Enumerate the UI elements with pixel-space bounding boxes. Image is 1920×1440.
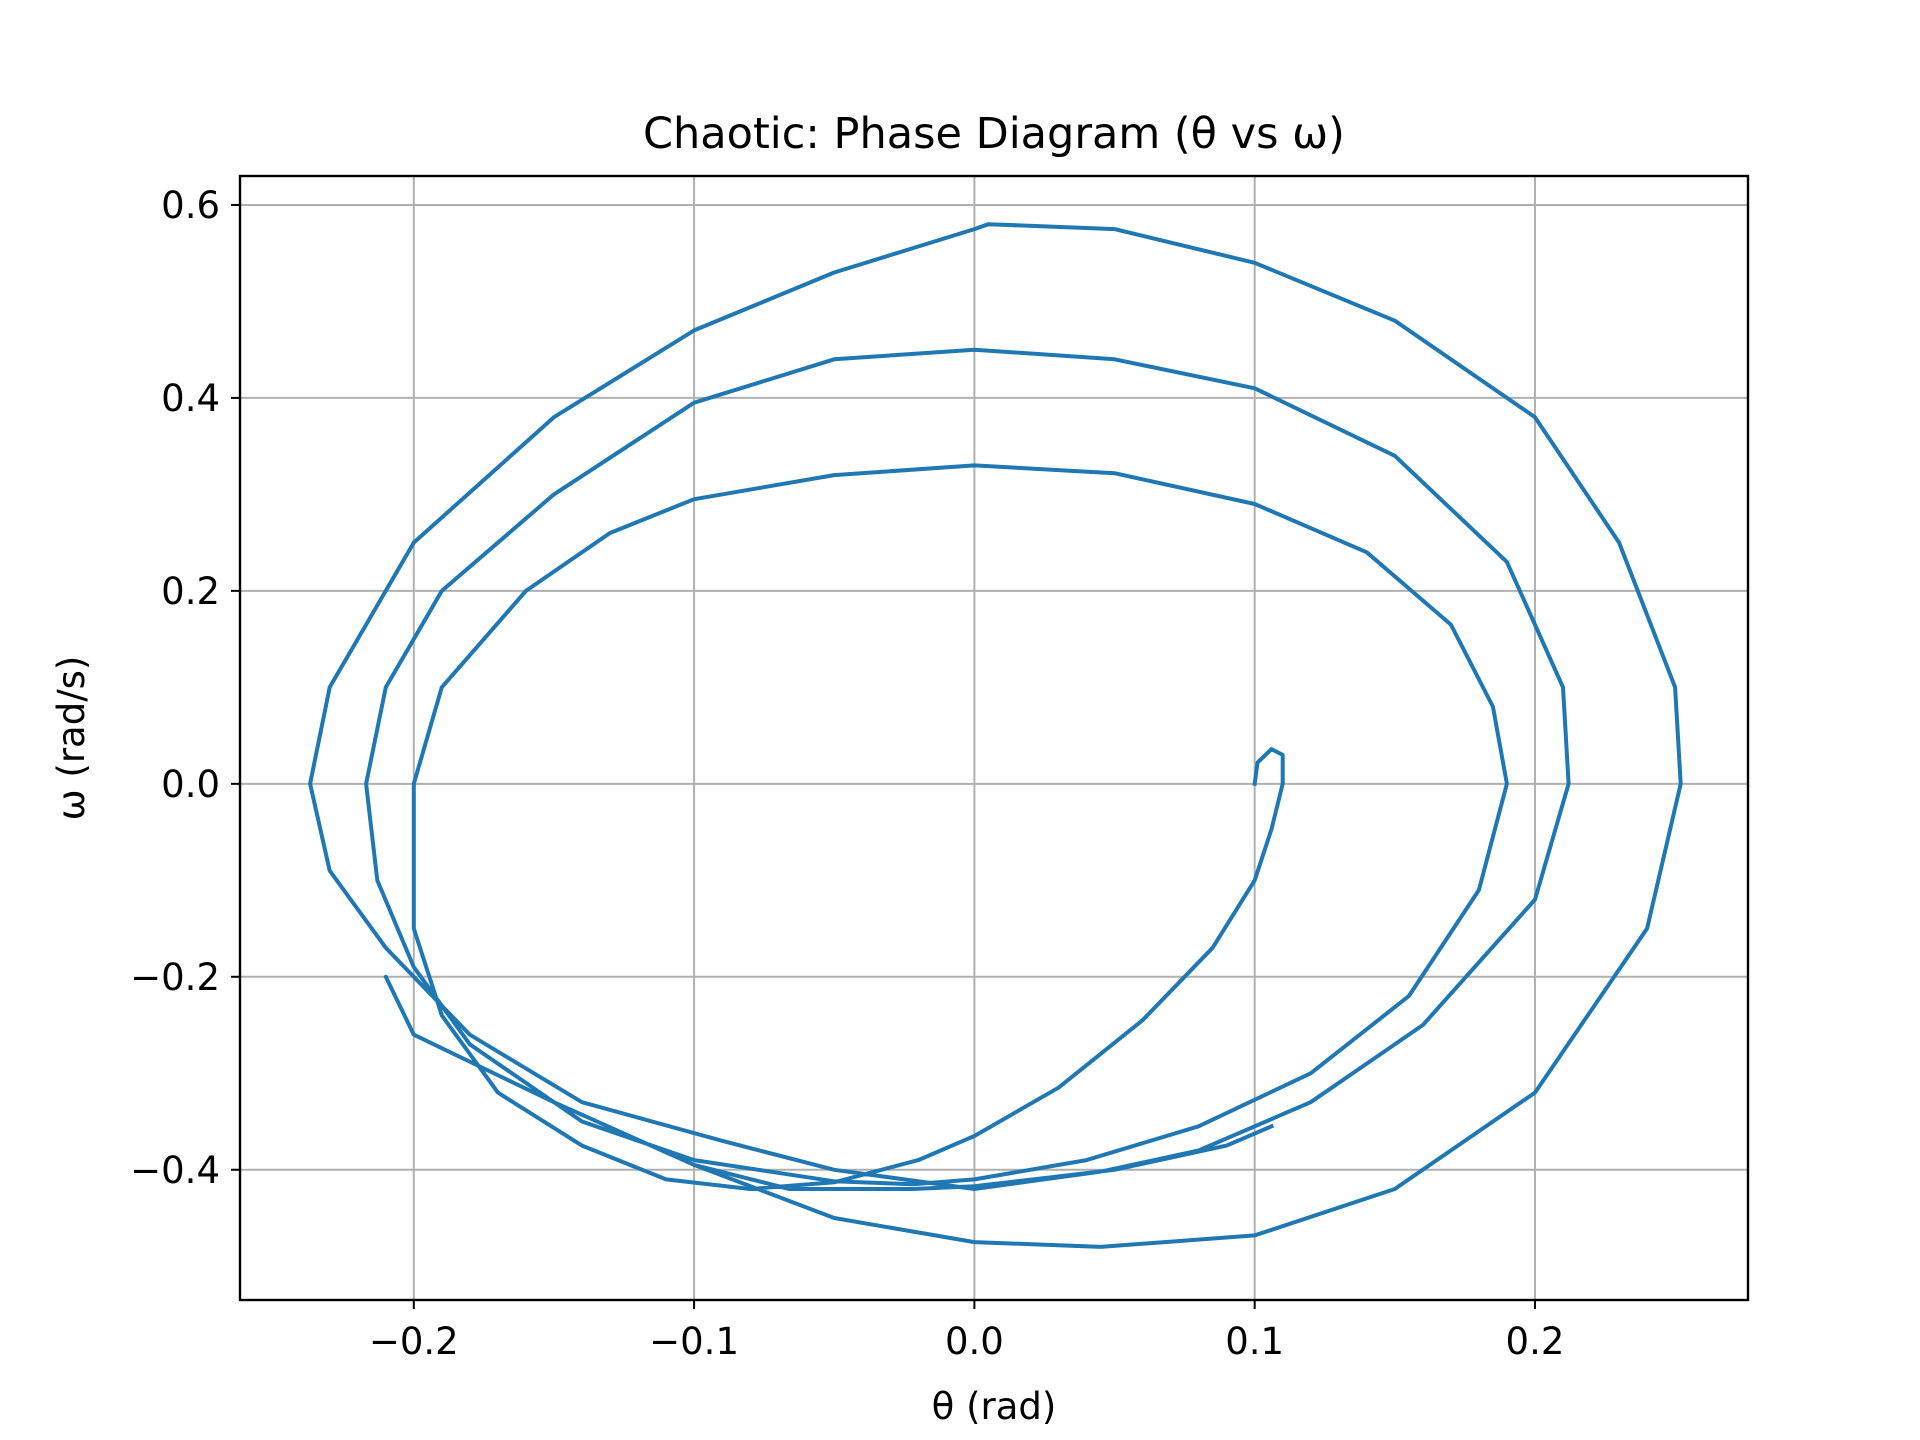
y-tick-label: 0.2 (161, 570, 220, 613)
x-axis-label: θ (rad) (932, 1385, 1057, 1428)
x-tick-label: 0.1 (1225, 1320, 1284, 1363)
y-tick-label: −0.2 (130, 956, 220, 999)
y-ticks: −0.4 −0.2 0.0 0.2 0.4 0.6 (130, 184, 240, 1192)
plot-frame (238, 174, 1750, 1302)
y-tick-label: 0.6 (161, 184, 220, 227)
x-ticks: −0.2 −0.1 0.0 0.1 0.2 (369, 1300, 1565, 1363)
x-tick-label: 0.2 (1506, 1320, 1565, 1363)
chart-title: Chaotic: Phase Diagram (θ vs ω) (643, 109, 1345, 159)
x-grid (412, 176, 1536, 1300)
phase-trajectory-line (308, 222, 1683, 1249)
y-grid (240, 203, 1748, 1171)
x-tick-label: −0.1 (649, 1320, 739, 1363)
y-tick-label: −0.4 (130, 1149, 220, 1192)
x-tick-label: −0.2 (369, 1320, 459, 1363)
y-tick-label: 0.4 (161, 377, 220, 420)
y-axis-label: ω (rad/s) (50, 656, 93, 821)
series-layer (308, 222, 1683, 1249)
y-tick-label: 0.0 (161, 763, 220, 806)
x-tick-label: 0.0 (945, 1320, 1004, 1363)
